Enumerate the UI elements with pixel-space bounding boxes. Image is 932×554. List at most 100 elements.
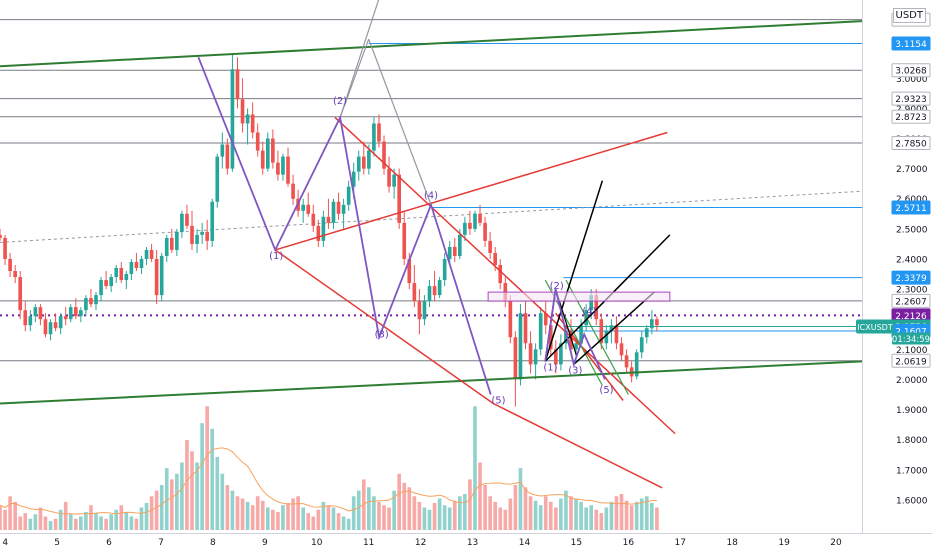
volume-bar [8, 496, 12, 530]
price-label-box [891, 36, 931, 51]
candle-body [58, 316, 63, 329]
volume-bar [589, 505, 594, 530]
price-label-text: 2.1607 [895, 328, 927, 338]
price-label-text: 2.2126 [895, 312, 927, 322]
volume-bar [569, 496, 573, 530]
wave-label: (3) [568, 365, 582, 376]
x-tick-label: 7 [158, 538, 164, 548]
volume-bar [367, 487, 371, 530]
volume-bar [387, 507, 391, 530]
y-tick-label: 2.6000 [896, 195, 928, 205]
candle-body [195, 234, 199, 244]
candle-body [89, 298, 93, 305]
volume-bar [38, 507, 43, 530]
candle-body [301, 204, 305, 211]
volume-bar [23, 513, 28, 530]
y-tick-label: 3.0000 [896, 75, 928, 85]
candle-body [23, 310, 28, 326]
x-tick-label: 4 [2, 538, 8, 548]
candle-body [483, 222, 487, 241]
candle-body [164, 237, 169, 256]
candle-body [518, 313, 523, 380]
candle-body [260, 150, 265, 169]
wave-label: (5) [491, 396, 505, 407]
volume-bar [215, 456, 220, 530]
volume-bar [452, 500, 457, 530]
candle-body [255, 132, 260, 151]
price-axis[interactable]: 1.60001.70001.80001.90002.00002.10002.20… [856, 0, 932, 550]
volume-bar [478, 462, 482, 530]
candle-body [316, 225, 321, 241]
volume-bar [33, 514, 38, 530]
candle-body [397, 174, 402, 223]
volume-bar [316, 509, 321, 530]
price-label-text: 2.7850 [895, 140, 927, 150]
volume-bar [200, 423, 204, 530]
volume-bar [382, 505, 386, 530]
volume-bar [356, 490, 361, 530]
candle-body [341, 204, 346, 214]
volume-bar [159, 485, 164, 530]
volume-bar [185, 440, 189, 530]
candle-body [493, 252, 498, 265]
volume-bar [554, 507, 558, 530]
volume-bar [624, 500, 629, 530]
volume-bar [543, 496, 548, 530]
volume-bar [210, 428, 215, 530]
candle-body [609, 325, 614, 332]
time-axis[interactable]: 4 5 6 7 8 9 10 11 12 13 14 15 16 17 18 19 20 [0, 533, 932, 549]
volume-bar [144, 503, 149, 530]
volume-bar [417, 501, 422, 530]
candle-body [28, 316, 33, 326]
candle-body [351, 171, 356, 187]
candle-body [326, 216, 331, 223]
volume-bar [139, 507, 144, 530]
trendline-drawings [0, 0, 863, 489]
volume-bar [594, 509, 599, 530]
candle-body [210, 201, 215, 241]
volume-bar [180, 462, 184, 530]
candle-body [33, 307, 38, 317]
y-tick-label: 2.0000 [896, 376, 928, 386]
candle-body [427, 286, 432, 302]
candle-body [220, 144, 225, 157]
purple-zone [487, 291, 671, 302]
y-tick-label: 2.3000 [896, 286, 928, 296]
volume-bar [346, 518, 351, 530]
candle-body [190, 225, 194, 244]
volume-bar [43, 516, 48, 530]
candle-body [473, 213, 477, 229]
gray-fan-line-c [339, 38, 370, 118]
volume-bar [377, 501, 381, 530]
x-tick-label: 9 [262, 538, 268, 548]
candle-body [215, 156, 220, 202]
candle-body [175, 231, 179, 250]
volume-bar [18, 516, 23, 530]
price-label-box [891, 91, 931, 106]
volume-bar [619, 494, 624, 530]
volume-bar [351, 496, 356, 530]
candle-body [392, 174, 396, 187]
candle-body [119, 268, 124, 281]
volume-bar [286, 503, 290, 530]
volume-bar [442, 505, 447, 530]
candle-body [79, 310, 83, 317]
elliott-waves: (1) (2) (3) (4) (5) (1) (2) (3) (4) (5) [197, 56, 614, 407]
x-tick-label: 15 [571, 538, 582, 548]
volume-bar [296, 496, 300, 530]
volume-bar [291, 498, 295, 530]
y-tick-label: 1.6000 [896, 496, 928, 506]
candle-body [139, 258, 144, 269]
price-label-text: 2.8723 [895, 113, 927, 123]
green-channel-bottom [0, 360, 863, 405]
candle-body [245, 114, 250, 124]
price-label-box [891, 109, 931, 124]
volume-bar [28, 518, 33, 530]
volume-bar [599, 513, 604, 530]
candle-body [564, 331, 568, 344]
volume-bar [412, 496, 417, 530]
candle-body [250, 114, 255, 133]
volume-bar [548, 501, 553, 530]
volume-bar [341, 516, 346, 530]
candle-body [321, 216, 326, 241]
